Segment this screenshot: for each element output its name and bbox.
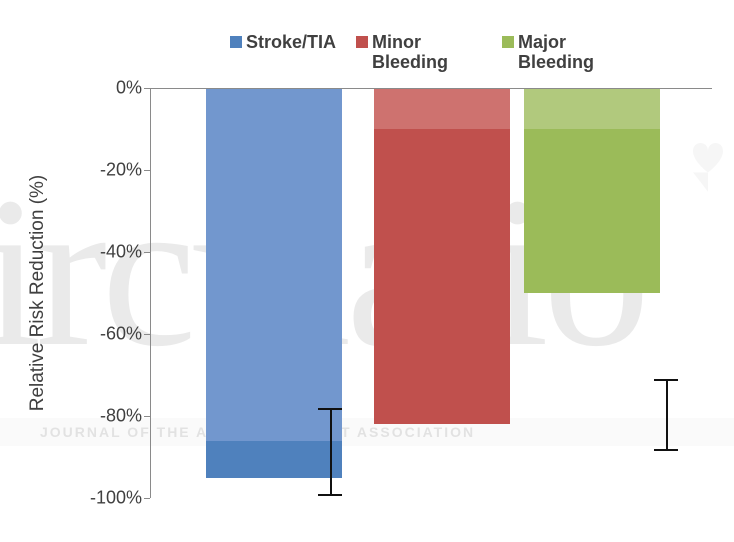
bar-behind — [206, 88, 342, 441]
y-tick-label: -40% — [82, 242, 142, 263]
y-tick — [144, 498, 150, 499]
bar-group — [374, 88, 510, 498]
legend: Stroke/TIA Minor Bleeding Major Bleeding — [230, 32, 628, 72]
error-bar — [666, 379, 668, 449]
legend-label: Minor Bleeding — [372, 32, 482, 72]
bar-group — [206, 88, 342, 498]
legend-swatch — [502, 36, 514, 48]
legend-label: Major Bleeding — [518, 32, 628, 72]
error-cap — [318, 494, 342, 496]
legend-item: Major Bleeding — [502, 32, 628, 72]
y-axis — [150, 88, 151, 498]
x-axis — [150, 88, 712, 89]
y-tick-label: -20% — [82, 160, 142, 181]
y-tick-label: -100% — [82, 488, 142, 509]
bar-behind — [374, 88, 510, 129]
y-tick-label: -80% — [82, 406, 142, 427]
legend-item: Minor Bleeding — [356, 32, 482, 72]
legend-swatch — [356, 36, 368, 48]
bar-behind — [524, 88, 660, 129]
y-tick-label: 0% — [82, 78, 142, 99]
error-cap — [318, 408, 342, 410]
legend-label: Stroke/TIA — [246, 32, 336, 52]
legend-item: Stroke/TIA — [230, 32, 336, 52]
y-axis-title: Relative Risk Reduction (%) — [27, 175, 49, 412]
plot-area — [150, 88, 700, 498]
y-tick-label: -60% — [82, 324, 142, 345]
legend-swatch — [230, 36, 242, 48]
error-bar — [330, 408, 332, 494]
bar-group — [524, 88, 660, 498]
chart-container: irculatio JOURNAL OF THE AMERICAN HEART … — [0, 0, 734, 542]
bar — [374, 88, 510, 424]
